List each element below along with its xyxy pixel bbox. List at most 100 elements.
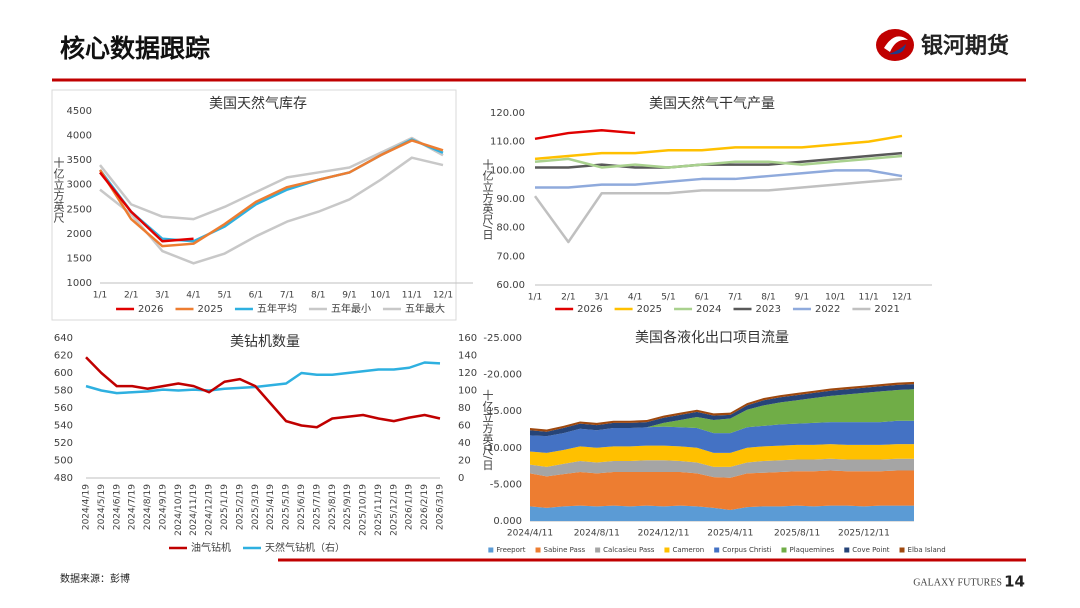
legend-label: 天然气钻机（右）: [265, 541, 345, 554]
legend-label: 2026: [577, 304, 602, 315]
line: [534, 128, 636, 141]
legend-item: 天然气钻机（右）: [243, 541, 345, 554]
chart-title: 美钻机数量: [230, 334, 300, 350]
y-tick-label: 520: [54, 438, 73, 449]
x-tick-label: 2026/2/19: [420, 484, 430, 530]
legend-label: Corpus Christi: [722, 546, 771, 554]
x-tick-label: 12/1: [433, 291, 453, 301]
legend-label: 2022: [815, 304, 840, 315]
legend-item: Cameron: [664, 546, 704, 554]
x-tick-label: 9/1: [342, 291, 356, 301]
y2-tick-label: 120: [458, 368, 477, 379]
y-tick-label: 1000: [67, 278, 92, 289]
x-tick-label: 2026/3/19: [436, 484, 446, 530]
brand: GALAXY FUTURES: [913, 577, 1002, 588]
area: [530, 420, 914, 453]
y-tick-label: 60.00: [496, 280, 525, 291]
legend-label: Cove Point: [852, 546, 889, 554]
line: [99, 171, 194, 243]
legend-label: Elba Island: [908, 546, 946, 554]
y-tick-label: 80.00: [496, 223, 525, 234]
x-tick-label: 2025/3/19: [251, 484, 261, 530]
x-tick-label: 2/1: [561, 293, 575, 303]
chart: 美钻机数量 480 500 520 540 560 580 600 620 640 0 20 40 60 8…: [54, 333, 477, 554]
legend-item: 2026: [116, 304, 164, 315]
y-axis-label: 十亿立方英尺: [52, 156, 65, 224]
x-tick-label: 2025/9/19: [343, 484, 353, 530]
logo-swoosh: [889, 44, 906, 55]
legend-swatch: [714, 547, 720, 553]
x-tick-label: 2024/9/19: [158, 484, 168, 530]
area: [530, 389, 914, 437]
legend-label: Freeport: [496, 546, 525, 554]
x-tick-label: 2025/12/11: [838, 529, 890, 539]
x-tick-label: 11/1: [402, 291, 422, 301]
line: [534, 154, 903, 169]
y-tick-label: 1500: [67, 253, 92, 264]
area: [530, 458, 914, 478]
legend-item: 2022: [792, 304, 840, 315]
source: 数据来源：彭博: [60, 572, 130, 585]
y2-tick-label: 20: [458, 456, 471, 467]
legend-label: 2026: [138, 304, 163, 315]
y2-tick-label: 60: [458, 421, 471, 432]
area: [530, 384, 914, 437]
legend-item: 五年平均: [234, 302, 297, 315]
y-tick-label: 2000: [67, 229, 92, 240]
x-tick-label: 2025/1/19: [220, 484, 230, 530]
legend-item: Plaquemines: [781, 546, 835, 554]
y-tick-label: -20.000: [483, 370, 522, 381]
y-tick-label: -10.000: [483, 443, 522, 454]
legend-label: Sabine Pass: [544, 546, 586, 554]
page-number: 14: [1004, 573, 1025, 591]
y-tick-label: 120.00: [490, 108, 525, 119]
y-tick-label: 100.00: [490, 165, 525, 176]
legend-item: Cove Point: [844, 546, 890, 554]
y-tick-label: -15.000: [483, 406, 522, 417]
y-tick-label: 0.000: [493, 516, 522, 527]
page-title: 核心数据跟踪: [60, 34, 210, 63]
x-tick-label: 2024/10/19: [174, 484, 184, 536]
area: [530, 470, 914, 511]
x-tick-label: 2025/7/19: [312, 484, 322, 530]
y-tick-label: -5.000: [490, 479, 522, 490]
x-tick-label: 2024/12/19: [205, 484, 215, 536]
y-tick-label: 90.00: [496, 194, 525, 205]
logo-icon: [876, 29, 914, 61]
x-tick-label: 1/1: [528, 293, 542, 303]
chart-title: 美国天然气库存: [209, 95, 307, 112]
y-tick-label: 540: [54, 421, 73, 432]
x-tick-label: 4/1: [186, 291, 200, 301]
legend-swatch: [844, 547, 850, 553]
legend-label: 2021: [874, 304, 899, 315]
legend-item: 2025: [175, 304, 223, 315]
x-tick-label: 2025/10/19: [359, 484, 369, 536]
legend-item: 2021: [852, 304, 900, 315]
x-tick-label: 5/1: [217, 291, 231, 301]
x-tick-label: 2024/12/11: [638, 529, 690, 539]
y-tick-label: 70.00: [496, 251, 525, 262]
legend-label: 2023: [756, 304, 781, 315]
legend-item: Elba Island: [899, 546, 946, 554]
x-tick-label: 5/1: [661, 293, 675, 303]
legend-item: 2023: [733, 304, 781, 315]
chart-title: 美国各液化出口项目流量: [635, 330, 789, 346]
x-tick-label: 2025/4/11: [707, 529, 753, 539]
line: [98, 139, 444, 248]
x-tick-label: 3/1: [155, 291, 169, 301]
legend-label: 2025: [637, 304, 662, 315]
x-tick-label: 8/1: [311, 291, 325, 301]
panel: [51, 89, 457, 321]
x-tick-label: 4/1: [628, 293, 642, 303]
x-tick-label: 2025/2/19: [235, 484, 245, 530]
area: [530, 505, 914, 521]
y-tick-label: 620: [54, 351, 73, 362]
y-tick-label: 4500: [67, 106, 92, 117]
y-tick-label: 580: [54, 386, 73, 397]
x-tick-label: 2024/4/11: [507, 529, 553, 539]
y-tick-label: 4000: [67, 131, 92, 142]
x-tick-label: 7/1: [280, 291, 294, 301]
x-tick-label: 10/1: [371, 291, 391, 301]
